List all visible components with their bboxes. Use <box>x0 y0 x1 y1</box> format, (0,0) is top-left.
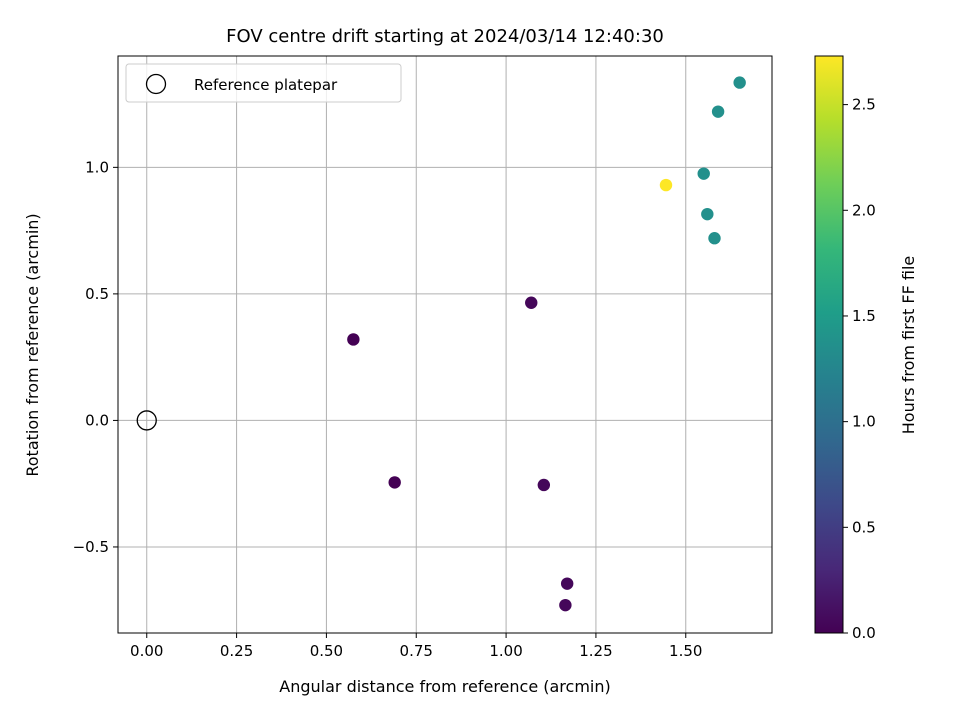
y-tick-label: −0.5 <box>73 538 109 556</box>
colorbar-label: Hours from first FF file <box>899 256 918 435</box>
data-point <box>559 598 572 612</box>
colorbar-tick-label: 2.5 <box>852 96 876 114</box>
colorbar-ticks: 0.0 0.5 1.0 1.5 2.0 2.5 <box>843 96 876 642</box>
x-tick-label: 1.00 <box>489 642 522 660</box>
legend: Reference platepar <box>125 63 402 103</box>
y-axis-ticks: −0.5 0.0 0.5 1.0 <box>73 158 118 556</box>
legend-label-reference: Reference platepar <box>194 76 338 94</box>
colorbar-tick-label: 0.5 <box>852 518 876 536</box>
data-point <box>560 577 574 590</box>
x-axis-ticks: 0.00 0.25 0.50 0.75 1.00 1.25 1.50 <box>130 633 702 660</box>
legend-box <box>125 63 402 103</box>
x-axis-label: Angular distance from reference (arcmin) <box>279 677 610 696</box>
y-axis-label: Rotation from reference (arcmin) <box>23 213 42 476</box>
plot-area-frame <box>117 55 773 634</box>
colorbar-tick-label: 0.0 <box>852 624 876 642</box>
y-tick-label: 0.0 <box>85 411 109 429</box>
data-point <box>733 76 746 89</box>
data-point <box>525 296 538 309</box>
colorbar-tick-label: 2.0 <box>852 201 876 219</box>
data-points <box>136 76 746 612</box>
colorbar-gradient <box>814 55 844 634</box>
reference-platepar-point <box>136 410 157 431</box>
data-point <box>659 178 673 192</box>
x-tick-label: 0.75 <box>400 642 433 660</box>
x-tick-label: 1.50 <box>669 642 702 660</box>
colorbar: 0.0 0.5 1.0 1.5 2.0 2.5 Hours from first FF f… <box>814 55 918 642</box>
data-point <box>697 167 710 180</box>
data-point <box>347 333 360 346</box>
x-tick-label: 0.50 <box>310 642 343 660</box>
colorbar-tick-label: 1.5 <box>852 307 876 325</box>
x-tick-label: 1.25 <box>579 642 612 660</box>
x-tick-label: 0.00 <box>130 642 163 660</box>
grid <box>118 56 772 633</box>
y-tick-label: 0.5 <box>85 285 109 303</box>
y-tick-label: 1.0 <box>85 158 109 176</box>
legend-marker-reference <box>145 73 167 95</box>
x-tick-label: 0.25 <box>220 642 253 660</box>
data-point <box>701 207 714 221</box>
colorbar-tick-label: 1.0 <box>852 413 876 431</box>
data-point <box>388 476 401 489</box>
data-point <box>711 105 725 118</box>
chart-title: FOV centre drift starting at 2024/03/14 … <box>226 26 664 47</box>
data-point <box>708 232 721 245</box>
data-point <box>537 478 551 492</box>
